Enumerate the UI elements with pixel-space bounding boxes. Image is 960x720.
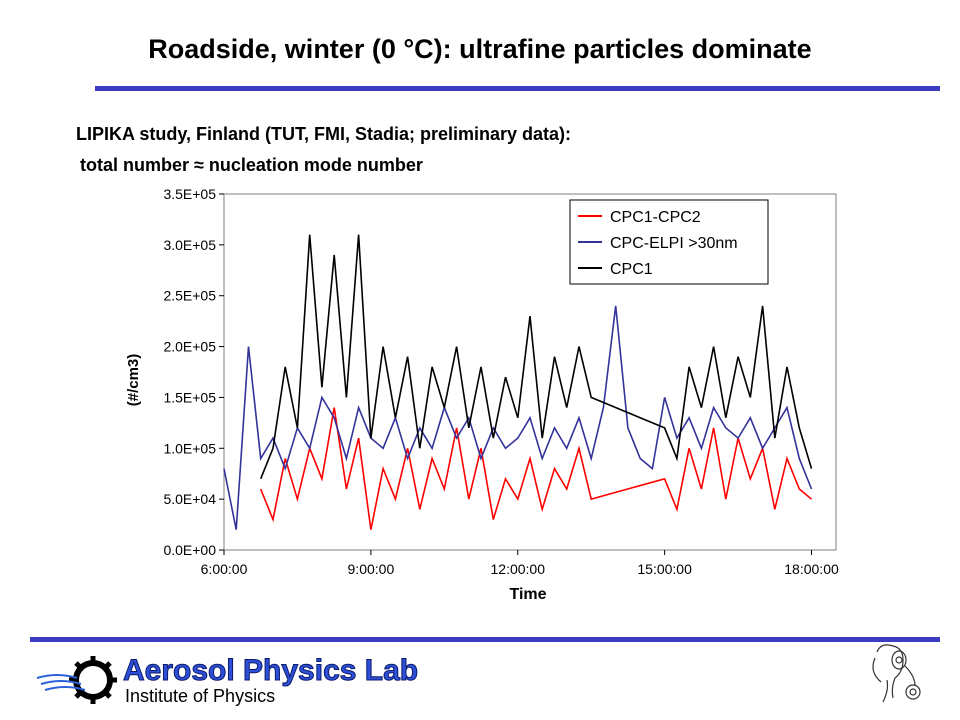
y-tick-label: 1.5E+05 <box>163 389 216 405</box>
top-divider <box>95 86 940 91</box>
slide-title: Roadside, winter (0 °C): ultrafine parti… <box>148 34 812 64</box>
particle-number-chart: 0.0E+00 5.0E+04 1.0E+05 1.5E+05 2.0E+05 2.5E+… <box>125 186 839 603</box>
wind-lines-icon <box>36 674 86 691</box>
x-tick-label: 12:00:00 <box>491 561 546 577</box>
x-tick-label: 6:00:00 <box>201 561 248 577</box>
study-subtitle: LIPIKA study, Finland (TUT, FMI, Stadia;… <box>76 124 572 144</box>
y-tick-label: 5.0E+04 <box>163 491 216 507</box>
gas-mask-figure-icon <box>872 644 921 703</box>
y-axis-label: (#/cm3) <box>125 354 142 407</box>
x-axis-label: Time <box>509 586 546 603</box>
logo-name: Aerosol Physics Lab <box>123 654 418 687</box>
legend-label: CPC1-CPC2 <box>610 209 701 226</box>
legend-label: CPC-ELPI >30nm <box>610 235 738 252</box>
aerosol-physics-lab-logo: Aerosol Physics Lab Institute of Physics <box>36 654 419 706</box>
note-subtitle: total number ≈ nucleation mode number <box>80 155 423 175</box>
series-line-0 <box>259 407 813 530</box>
gear-icon <box>69 656 117 704</box>
legend-box <box>569 199 769 285</box>
y-tick-label: 1.0E+05 <box>163 440 216 456</box>
legend-label: CPC1 <box>610 261 653 278</box>
y-tick-label: 2.0E+05 <box>163 339 216 355</box>
y-tick-label: 3.0E+05 <box>163 237 216 253</box>
x-tick-label: 9:00:00 <box>348 561 395 577</box>
y-tick-label: 3.5E+05 <box>163 186 216 202</box>
bottom-divider <box>30 637 940 642</box>
series-line-1 <box>223 305 813 530</box>
logo-tagline: Institute of Physics <box>125 686 275 706</box>
series-line-2 <box>259 234 813 480</box>
x-tick-label: 15:00:00 <box>637 561 692 577</box>
y-tick-label: 0.0E+00 <box>163 542 216 558</box>
y-tick-label: 2.5E+05 <box>163 288 216 304</box>
x-tick-label: 18:00:00 <box>784 561 839 577</box>
